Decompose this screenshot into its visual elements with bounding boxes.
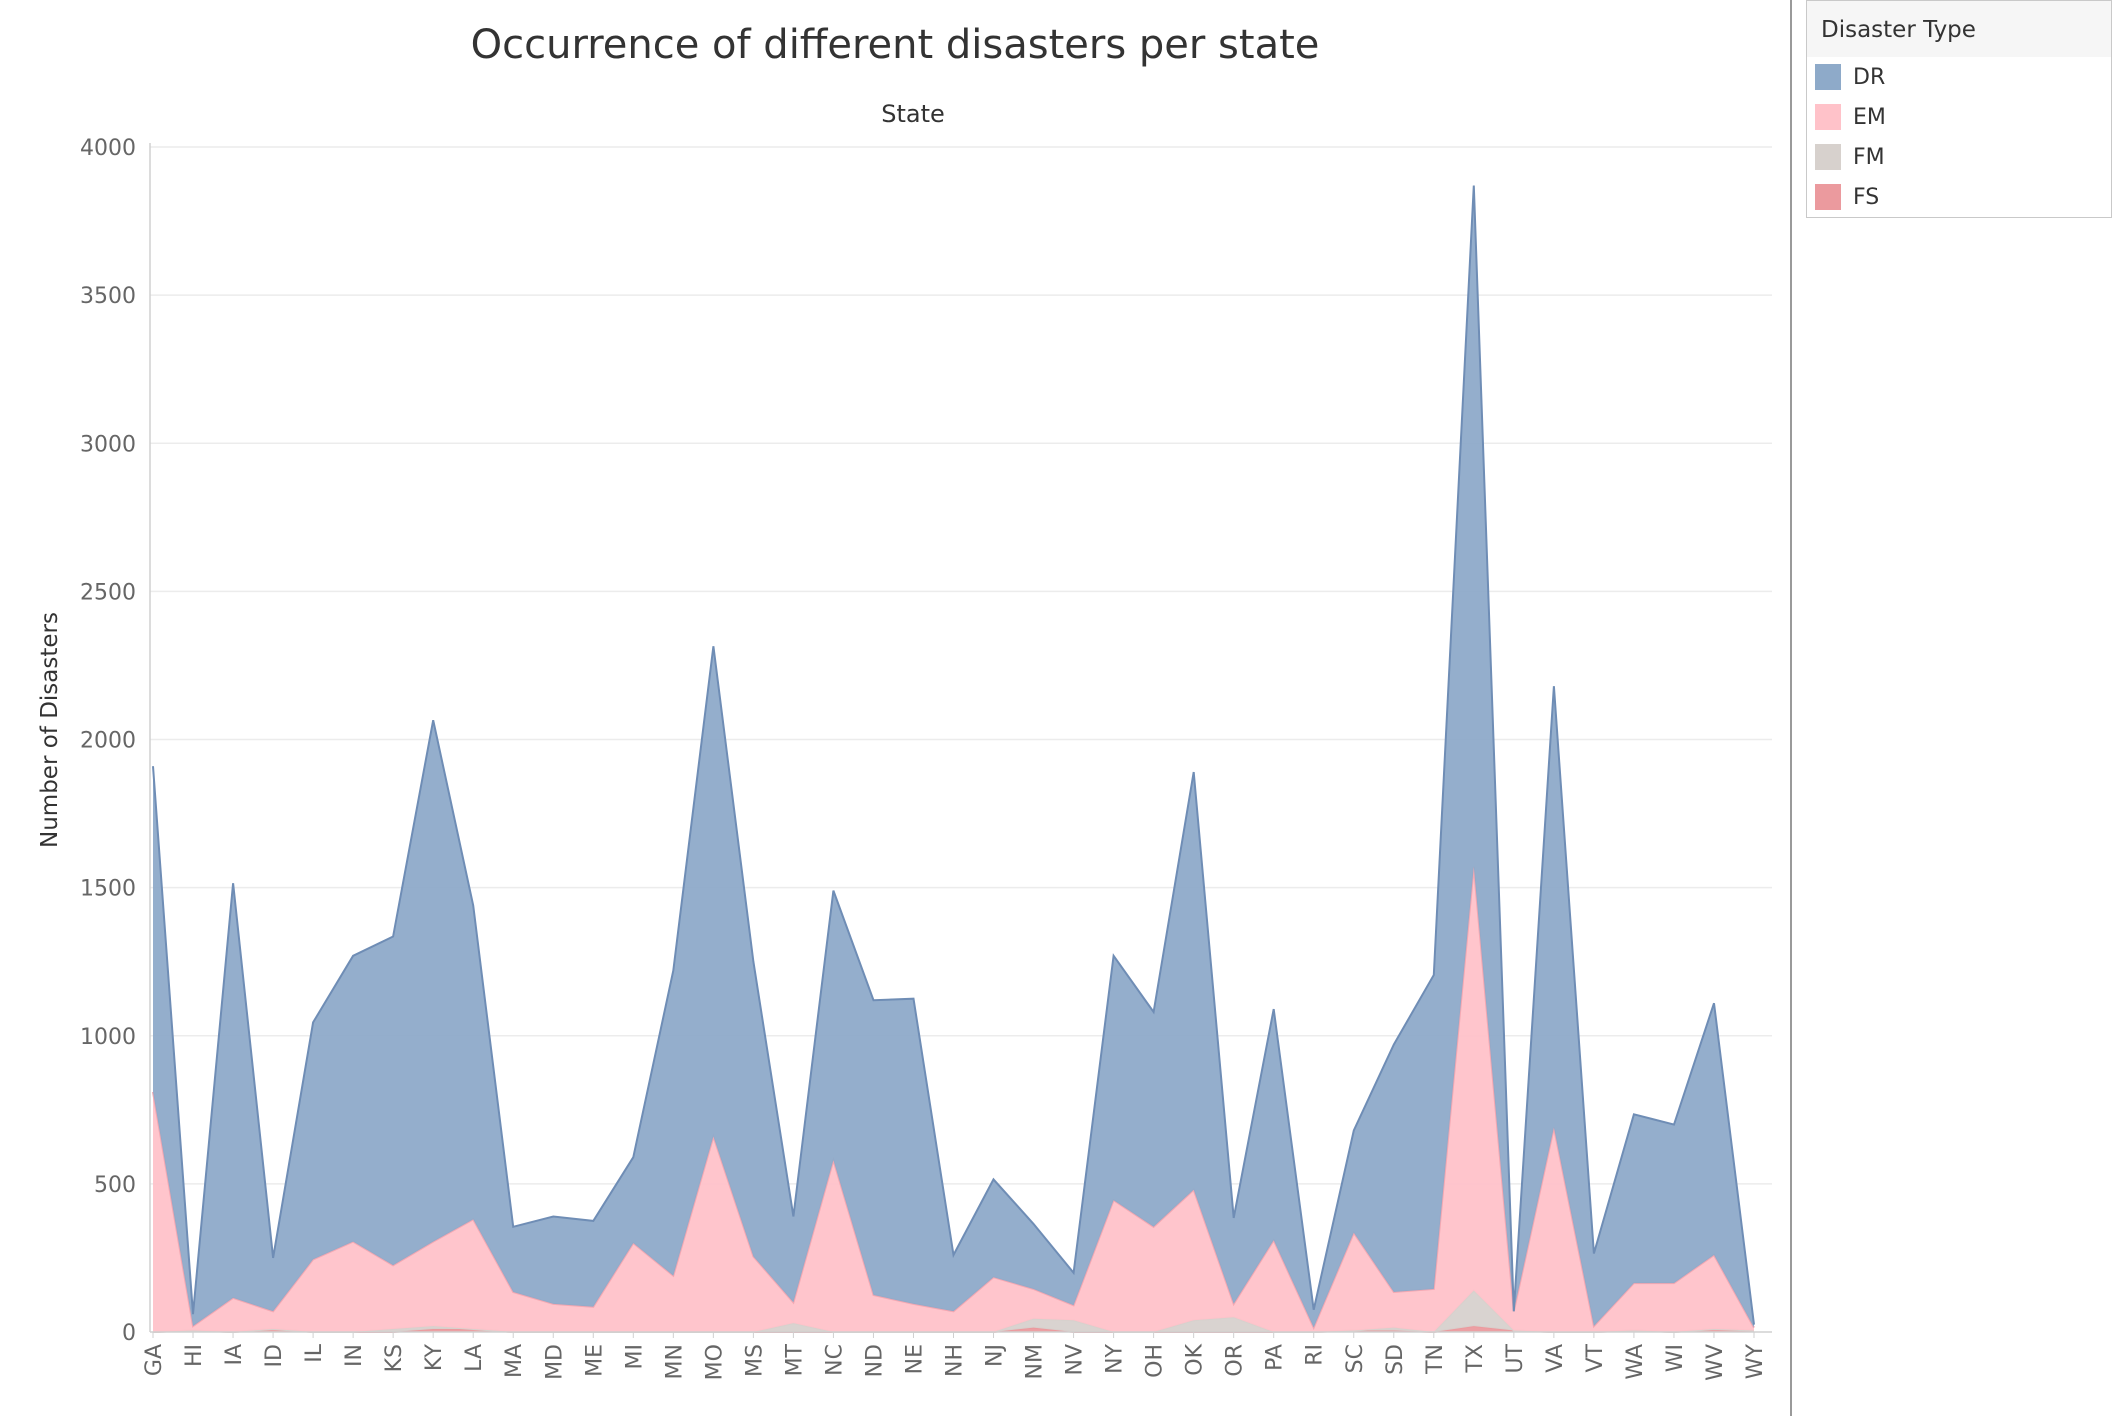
x-tick-label-wa: WA: [1623, 1344, 1648, 1380]
x-tick-label-vt: VT: [1583, 1343, 1608, 1372]
legend-swatch-fs: [1815, 184, 1841, 210]
legend-item-em[interactable]: EM: [1807, 97, 2111, 137]
stacked-areas: [152, 185, 1755, 1334]
x-tick-label-mt: MT: [782, 1343, 807, 1376]
x-tick-label-ga: GA: [142, 1344, 167, 1376]
x-tick-label-in: IN: [342, 1344, 367, 1367]
legend-title: Disaster Type: [1807, 1, 2111, 57]
legend-label-em: EM: [1853, 104, 1886, 130]
x-tick-label-md: MD: [542, 1344, 567, 1380]
x-tick-label-ky: KY: [422, 1343, 447, 1371]
legend-item-dr[interactable]: DR: [1807, 57, 2111, 97]
area-chart-svg: 0 500 1000 1500 2000 2500 3000 3500 4000 GA HI IA ID…: [80, 136, 1772, 1381]
x-tick-label-tx: TX: [1463, 1344, 1488, 1374]
x-tick-label-id: ID: [262, 1344, 287, 1367]
legend-swatch-dr: [1815, 64, 1841, 90]
x-tick-label-tn: TN: [1423, 1344, 1448, 1375]
x-tick-label-hi: HI: [182, 1344, 207, 1367]
x-tick-label-nj: NJ: [983, 1344, 1008, 1367]
panel-divider: [1790, 0, 1792, 1416]
x-tick-label-nv: NV: [1063, 1344, 1088, 1376]
y-tick-label: 2500: [80, 580, 136, 605]
x-tick-label-ma: MA: [502, 1344, 527, 1378]
legend-item-fm[interactable]: FM: [1807, 137, 2111, 177]
legend-label-fm: FM: [1853, 144, 1885, 170]
x-tick-label-ok: OK: [1183, 1343, 1208, 1375]
y-tick-label: 1000: [80, 1025, 136, 1050]
chart-area: Occurrence of different disasters per st…: [37, 22, 1772, 1381]
x-tick-label-pa: PA: [1263, 1344, 1288, 1371]
x-tick-label-ms: MS: [742, 1344, 767, 1377]
x-tick-label-ia: IA: [222, 1344, 247, 1366]
area-em: [153, 866, 1754, 1332]
x-tick-label-ne: NE: [902, 1344, 927, 1374]
x-tick-label-la: LA: [462, 1344, 487, 1372]
x-tick-label-oh: OH: [1143, 1344, 1168, 1378]
gridlines: [150, 146, 1772, 1185]
legend-item-fs[interactable]: FS: [1807, 177, 2111, 217]
x-tick-label-mi: MI: [622, 1344, 647, 1369]
x-tick-label-wy: WY: [1743, 1343, 1768, 1379]
x-tick-label-ks: KS: [382, 1344, 407, 1372]
x-tick-label-wv: WV: [1703, 1344, 1728, 1381]
x-tick-label-nd: ND: [862, 1344, 887, 1377]
y-tick-label: 0: [122, 1321, 136, 1346]
x-tick-label-va: VA: [1543, 1344, 1568, 1373]
chart-title: Occurrence of different disasters per st…: [470, 22, 1320, 68]
legend-label-fs: FS: [1853, 184, 1880, 210]
x-tick-label-or: OR: [1223, 1344, 1248, 1377]
y-tick-label: 4000: [80, 136, 136, 161]
x-tick-label-sc: SC: [1343, 1344, 1368, 1373]
x-tick-label-me: ME: [582, 1344, 607, 1377]
legend-label-dr: DR: [1853, 64, 1886, 90]
area-line-dr: [152, 185, 1755, 1325]
x-tick-label-ri: RI: [1303, 1344, 1328, 1366]
x-tick-label-ny: NY: [1103, 1343, 1128, 1373]
x-tick-label-il: IL: [302, 1343, 327, 1362]
y-tick-label: 2000: [80, 729, 136, 754]
y-tick-label: 1500: [80, 877, 136, 902]
y-tick-label: 3000: [80, 432, 136, 457]
x-tick-label-mo: MO: [702, 1344, 727, 1380]
x-tick-label-nc: NC: [822, 1344, 847, 1376]
state-axis-label: State: [881, 100, 945, 128]
x-tick-label-wi: WI: [1663, 1344, 1688, 1372]
y-tick-label: 3500: [80, 284, 136, 309]
x-tick-label-sd: SD: [1383, 1344, 1408, 1375]
x-tick-label-nm: NM: [1023, 1344, 1048, 1379]
x-tick-label-ut: UT: [1503, 1343, 1528, 1373]
axes: 0 500 1000 1500 2000 2500 3000 3500 4000 GA HI IA ID…: [80, 136, 1772, 1381]
x-tick-label-mn: MN: [662, 1344, 687, 1379]
legend: Disaster Type DR EM FM FS: [1806, 0, 2112, 218]
y-tick-label: 500: [94, 1173, 136, 1198]
area-dr: [153, 185, 1754, 1328]
x-tick-label-nh: NH: [943, 1344, 968, 1377]
legend-swatch-fm: [1815, 144, 1841, 170]
legend-swatch-em: [1815, 104, 1841, 130]
